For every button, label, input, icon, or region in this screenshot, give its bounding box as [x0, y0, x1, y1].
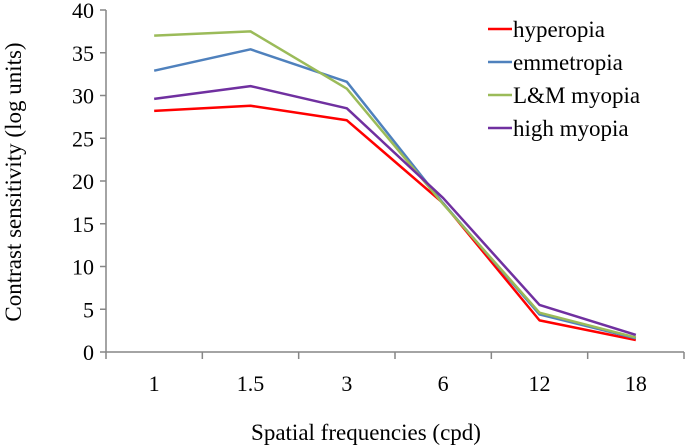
- series-line-hyperopia: [154, 104, 637, 342]
- x-axis-label: Spatial frequencies (cpd): [251, 420, 481, 445]
- legend-label: high myopia: [513, 116, 629, 141]
- x-tick-label: 1: [149, 371, 160, 396]
- y-tick-label: 35: [72, 41, 94, 66]
- series-lines: [153, 30, 637, 342]
- x-tick-label: 1.5: [237, 371, 265, 396]
- y-tick-label: 5: [83, 297, 94, 322]
- y-tick-label: 25: [72, 126, 94, 151]
- legend: hyperopia emmetropia L&M myopia high myopia: [488, 17, 640, 141]
- series-line-high-myopia: [154, 84, 637, 337]
- y-axis-label: Contrast sensitivity (log units): [1, 42, 26, 321]
- y-tick-label: 15: [72, 212, 94, 237]
- series-line-emmetropia: [153, 48, 637, 340]
- y-tick-label: 40: [72, 0, 94, 23]
- x-tick-label: 12: [529, 371, 551, 396]
- y-tick-label: 20: [72, 169, 94, 194]
- legend-label: hyperopia: [513, 17, 605, 42]
- y-tick-label: 0: [83, 340, 94, 365]
- y-tick-label: 30: [72, 84, 94, 109]
- x-tick-label: 3: [341, 371, 352, 396]
- axes: 0 5 10 15 20 25 30 35 40 1 1.5 3 6 12 18: [72, 0, 685, 396]
- x-tick-label: 18: [625, 371, 647, 396]
- x-tick-label: 6: [438, 371, 449, 396]
- legend-label: L&M myopia: [513, 83, 640, 108]
- series-line-l-m-myopia: [154, 30, 637, 339]
- y-tick-label: 10: [72, 255, 94, 280]
- legend-label: emmetropia: [513, 50, 623, 75]
